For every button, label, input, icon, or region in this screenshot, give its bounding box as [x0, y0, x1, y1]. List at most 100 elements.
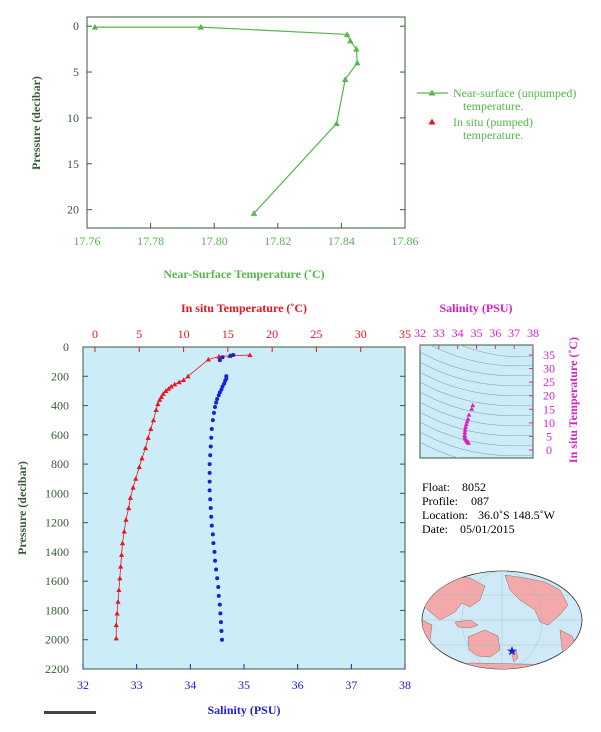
- salinity-point: [207, 462, 212, 467]
- in-situ-temperature-point: [176, 379, 182, 385]
- chart2-y-tick-label: 1000: [45, 486, 69, 500]
- chart2-top-tick-label: 15: [222, 327, 234, 341]
- in-situ-temperature-point: [185, 373, 191, 379]
- in-situ-temperature-point: [165, 386, 172, 391]
- salinity-point: [212, 549, 217, 554]
- salinity-point: [209, 435, 214, 440]
- near-surface-temperature-point: [353, 45, 360, 52]
- salinity-point: [217, 602, 222, 607]
- near-surface-temperature-point: [342, 76, 349, 82]
- chart2-top-axis-label: In situ Temperature (˚C): [181, 301, 307, 315]
- salinity-point: [207, 488, 212, 493]
- salinity-point: [207, 470, 212, 475]
- ts-point: [464, 419, 470, 424]
- in-situ-temperature-point: [153, 407, 159, 413]
- chart2-ticks: 0 5 10 15 20 25 30 35 32 33 34 35 36 37 38 0 200 400 600 80…: [45, 327, 411, 692]
- profile-value: 087: [471, 494, 489, 508]
- salinity-point: [209, 426, 214, 431]
- salinity-point: [208, 497, 213, 502]
- salinity-point: [214, 567, 219, 572]
- ts-point: [469, 406, 475, 411]
- in-situ-temperature-point: [148, 426, 154, 432]
- chart1-x-tick-label: 17.86: [392, 234, 419, 248]
- chart3-right-tick-label: 15: [543, 402, 555, 416]
- ts-point: [466, 440, 471, 445]
- ts-point: [470, 402, 476, 408]
- chart3-data: [462, 402, 476, 445]
- chart2-top-tick-label: 5: [136, 327, 142, 341]
- legend-in-situ-line1: In situ (pumped): [453, 115, 533, 129]
- chart2-frame: [82, 346, 406, 670]
- chart3-frame: [419, 344, 534, 459]
- near-surface-temperature-point: [91, 23, 99, 30]
- chart3-top-tick-label: 35: [471, 326, 483, 340]
- salinity-point: [218, 611, 223, 616]
- salinity-point: [215, 396, 220, 401]
- chart2-bottom-tick-label: 37: [345, 678, 357, 692]
- chart2-y-tick-label: 200: [51, 369, 69, 383]
- ts-point: [463, 424, 468, 429]
- chart3-right-tick-label: 35: [543, 348, 555, 362]
- date-value: 05/01/2015: [460, 522, 515, 536]
- salinity-point: [208, 506, 213, 510]
- map-graticule: [422, 571, 582, 669]
- chart2-y-axis-label: Pressure (decibar): [15, 461, 29, 555]
- in-situ-temperature-point: [247, 352, 253, 358]
- in-situ-temperature-point: [157, 397, 163, 402]
- chart1-y-axis-label: Pressure (decibar): [29, 76, 43, 170]
- chart1-x-tick-label: 17.84: [328, 234, 355, 248]
- in-situ-temperature-point: [163, 388, 169, 393]
- chart2-y-tick-label: 400: [51, 399, 69, 413]
- ts-point: [462, 429, 468, 435]
- pressure-profile-chart: 0 5 10 15 20 25 30 35 32 33 34 35 36 37 38 0 200 400 600 80…: [15, 301, 411, 717]
- salinity-point: [217, 358, 222, 363]
- salinity-point: [216, 393, 221, 398]
- in-situ-temperature-point: [114, 610, 120, 616]
- chart2-top-tick-label: 35: [399, 327, 411, 341]
- chart2-bottom-tick-label: 32: [77, 678, 89, 692]
- chart2-bottom-axis-label: Salinity (PSU): [207, 703, 280, 717]
- chart3-y-axis-label: In situ Temperature (˚C): [566, 337, 580, 463]
- near-surface-temperature-point: [333, 120, 340, 126]
- salinity-point: [216, 585, 221, 590]
- chart3-top-axis-label: Salinity (PSU): [439, 301, 512, 315]
- salinity-point: [209, 523, 214, 528]
- chart2-top-tick-label: 20: [266, 327, 278, 341]
- chart2-bottom-tick-label: 33: [131, 678, 143, 692]
- in-situ-temperature-point: [113, 635, 119, 641]
- ts-point: [466, 412, 472, 417]
- in-situ-temperature-point: [117, 575, 123, 581]
- chart1-legend: Near-surface (unpumped) temperature. In …: [417, 86, 576, 142]
- chart3-right-tick-label: 25: [543, 375, 555, 389]
- ts-point: [462, 432, 468, 437]
- salinity-point: [211, 410, 216, 415]
- chart2-bottom-tick-label: 34: [184, 678, 196, 692]
- chart3-top-tick-label: 36: [489, 326, 501, 340]
- salinity-point: [210, 418, 215, 423]
- in-situ-temperature-point: [123, 517, 129, 522]
- in-situ-temperature-point: [136, 464, 142, 470]
- in-situ-temperature-point: [130, 484, 136, 490]
- near-surface-temperature-point: [354, 59, 361, 66]
- in-situ-temperature-point: [133, 476, 139, 481]
- chart3-right-tick-label: 0: [546, 443, 552, 457]
- near-surface-temperature-point: [347, 37, 354, 44]
- float-location-star-icon: [507, 646, 517, 656]
- chart1-y-tick-label: 5: [73, 65, 79, 79]
- chart3-top-tick-label: 32: [414, 326, 426, 340]
- chart3-right-tick-label: 20: [543, 389, 555, 403]
- in-situ-temperature-point: [160, 391, 166, 396]
- near-surface-temperature-point: [250, 210, 258, 216]
- in-situ-temperature-point: [121, 528, 127, 534]
- chart2-data: [113, 352, 253, 642]
- salinity-point: [228, 353, 233, 358]
- salinity-point: [207, 479, 212, 484]
- chart1-ticks: 17.76 17.78 17.80 17.82 17.84 17.86 0 5 10 15 20: [67, 19, 419, 248]
- near-surface-temperature-chart: 17.76 17.78 17.80 17.82 17.84 17.86 0 5 10 15 20 N…: [29, 16, 576, 281]
- in-situ-temperature-point: [113, 622, 119, 628]
- salinity-point: [213, 405, 218, 410]
- chart3-right-tick-label: 10: [543, 416, 555, 430]
- chart1-x-axis-label: Near-Surface Temperature (˚C): [163, 267, 324, 281]
